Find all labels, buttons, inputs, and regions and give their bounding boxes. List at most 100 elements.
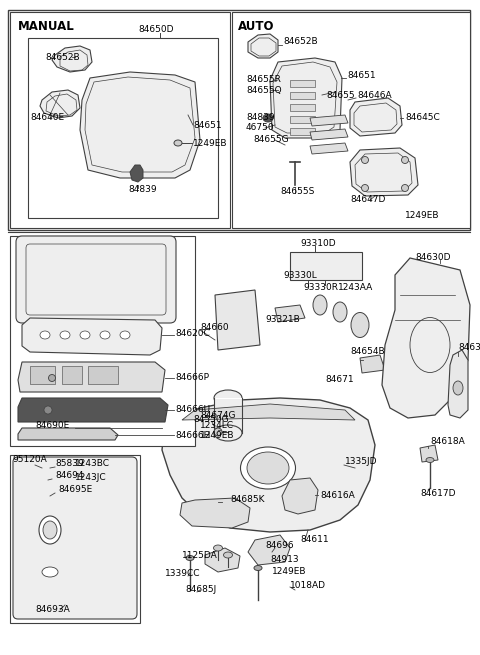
Text: 84652B: 84652B bbox=[45, 52, 80, 62]
Polygon shape bbox=[80, 72, 200, 178]
Text: 1243AA: 1243AA bbox=[338, 282, 373, 291]
Polygon shape bbox=[382, 258, 470, 418]
Text: 84620C: 84620C bbox=[175, 329, 210, 337]
Text: 84654B: 84654B bbox=[350, 348, 384, 356]
Text: 1125DA: 1125DA bbox=[182, 550, 218, 559]
Text: 84674G: 84674G bbox=[200, 411, 236, 421]
Text: 1249EB: 1249EB bbox=[405, 210, 440, 219]
Bar bbox=[62, 366, 82, 384]
Polygon shape bbox=[270, 58, 342, 138]
Text: 84646A: 84646A bbox=[357, 90, 392, 100]
Ellipse shape bbox=[361, 157, 369, 164]
Text: 84913: 84913 bbox=[270, 555, 299, 565]
Ellipse shape bbox=[453, 381, 463, 395]
Text: 84685K: 84685K bbox=[230, 495, 264, 504]
Polygon shape bbox=[350, 98, 402, 136]
Polygon shape bbox=[420, 445, 438, 462]
Bar bbox=[290, 104, 315, 111]
Ellipse shape bbox=[60, 331, 70, 339]
Text: 84655R: 84655R bbox=[246, 75, 281, 84]
Polygon shape bbox=[310, 115, 348, 126]
Ellipse shape bbox=[333, 302, 347, 322]
Text: 84695E: 84695E bbox=[58, 485, 92, 495]
Ellipse shape bbox=[214, 390, 242, 406]
Text: 84630D: 84630D bbox=[415, 253, 451, 263]
Ellipse shape bbox=[313, 295, 327, 315]
Polygon shape bbox=[18, 362, 165, 392]
Polygon shape bbox=[18, 428, 118, 440]
Ellipse shape bbox=[39, 516, 61, 544]
Text: 1243BC: 1243BC bbox=[75, 460, 110, 468]
Text: AUTO: AUTO bbox=[238, 20, 275, 33]
Ellipse shape bbox=[247, 452, 289, 484]
Text: 84655S: 84655S bbox=[280, 187, 314, 196]
Polygon shape bbox=[360, 355, 385, 373]
Text: 84694: 84694 bbox=[55, 472, 84, 481]
FancyBboxPatch shape bbox=[16, 236, 176, 323]
Ellipse shape bbox=[186, 555, 194, 561]
Text: 84655Q: 84655Q bbox=[246, 86, 282, 94]
Ellipse shape bbox=[401, 185, 408, 191]
Text: 84671: 84671 bbox=[325, 375, 354, 384]
Polygon shape bbox=[52, 46, 92, 72]
Ellipse shape bbox=[44, 406, 52, 414]
Ellipse shape bbox=[263, 114, 273, 122]
Polygon shape bbox=[18, 398, 168, 422]
Ellipse shape bbox=[80, 331, 90, 339]
Bar bbox=[88, 366, 118, 384]
Ellipse shape bbox=[43, 521, 57, 539]
Ellipse shape bbox=[214, 428, 222, 436]
Text: 1234LC: 1234LC bbox=[200, 422, 234, 430]
Polygon shape bbox=[350, 148, 418, 196]
Ellipse shape bbox=[40, 331, 50, 339]
Polygon shape bbox=[310, 129, 348, 140]
Bar bbox=[290, 116, 315, 123]
Polygon shape bbox=[215, 290, 260, 350]
Bar bbox=[8, 10, 470, 230]
Text: 84640E: 84640E bbox=[30, 113, 64, 122]
Text: 84645C: 84645C bbox=[405, 113, 440, 122]
Ellipse shape bbox=[100, 331, 110, 339]
Polygon shape bbox=[205, 548, 240, 572]
Text: 84635: 84635 bbox=[458, 343, 480, 352]
Text: 84696: 84696 bbox=[265, 540, 294, 550]
Bar bbox=[10, 12, 230, 228]
Ellipse shape bbox=[401, 157, 408, 164]
Text: 93330L: 93330L bbox=[283, 272, 317, 280]
Text: 1018AD: 1018AD bbox=[290, 580, 326, 590]
Text: 1243JC: 1243JC bbox=[75, 472, 107, 481]
Text: 84839: 84839 bbox=[128, 185, 156, 195]
Ellipse shape bbox=[214, 425, 242, 441]
Text: 84655: 84655 bbox=[326, 90, 355, 100]
Text: MANUAL: MANUAL bbox=[18, 20, 75, 33]
Text: 84651: 84651 bbox=[347, 71, 376, 79]
Polygon shape bbox=[310, 143, 348, 154]
Ellipse shape bbox=[224, 552, 232, 558]
Text: 84616A: 84616A bbox=[320, 491, 355, 500]
Polygon shape bbox=[22, 318, 162, 355]
Text: 84651: 84651 bbox=[193, 121, 222, 130]
Polygon shape bbox=[182, 404, 355, 420]
Text: 93310D: 93310D bbox=[300, 240, 336, 248]
Text: 84618A: 84618A bbox=[430, 438, 465, 447]
Text: 84690E: 84690E bbox=[35, 422, 69, 430]
Text: 84666U: 84666U bbox=[175, 405, 210, 415]
Ellipse shape bbox=[48, 375, 56, 381]
Ellipse shape bbox=[361, 185, 369, 191]
Polygon shape bbox=[248, 34, 278, 58]
Text: 93321B: 93321B bbox=[265, 316, 300, 324]
Text: 84652B: 84652B bbox=[283, 37, 318, 47]
Bar bbox=[28, 38, 218, 218]
Text: 84650D: 84650D bbox=[138, 24, 173, 33]
FancyBboxPatch shape bbox=[13, 457, 137, 619]
Text: 1335JD: 1335JD bbox=[345, 457, 377, 466]
Text: 84666H: 84666H bbox=[175, 430, 210, 440]
Text: 84660: 84660 bbox=[200, 324, 228, 333]
Polygon shape bbox=[180, 498, 250, 528]
Text: 84617D: 84617D bbox=[420, 489, 456, 498]
Ellipse shape bbox=[240, 447, 296, 489]
Polygon shape bbox=[282, 478, 318, 514]
Ellipse shape bbox=[351, 312, 369, 337]
Bar bbox=[10, 455, 140, 623]
Text: 93330R: 93330R bbox=[303, 282, 338, 291]
